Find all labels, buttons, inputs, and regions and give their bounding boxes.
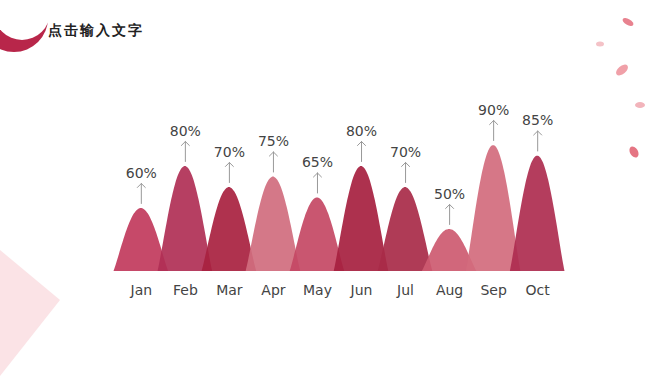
svg-text:85%: 85% [522, 112, 553, 128]
svg-text:60%: 60% [126, 165, 157, 181]
svg-text:80%: 80% [170, 123, 201, 139]
svg-text:50%: 50% [434, 186, 465, 202]
svg-text:65%: 65% [302, 154, 333, 170]
svg-text:Mar: Mar [216, 282, 243, 298]
svg-text:Jun: Jun [350, 282, 373, 298]
svg-text:Aug: Aug [436, 282, 463, 298]
svg-text:70%: 70% [390, 144, 421, 160]
svg-text:May: May [303, 282, 332, 298]
svg-text:Apr: Apr [261, 282, 285, 298]
svg-text:Jul: Jul [396, 282, 414, 298]
svg-text:Oct: Oct [526, 282, 551, 298]
svg-text:90%: 90% [478, 102, 509, 118]
svg-text:Sep: Sep [480, 282, 507, 298]
svg-text:Feb: Feb [173, 282, 198, 298]
svg-text:70%: 70% [214, 144, 245, 160]
svg-text:Jan: Jan [130, 282, 153, 298]
html-text:点击输入文字: 点击输入文字 [48, 22, 144, 38]
svg-text:75%: 75% [258, 133, 289, 149]
svg-text:80%: 80% [346, 123, 377, 139]
